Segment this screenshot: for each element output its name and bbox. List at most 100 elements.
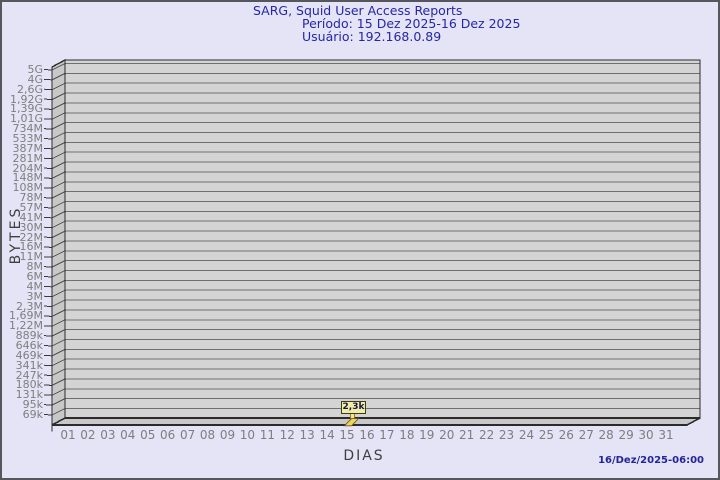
wall-slant-line: [51, 201, 66, 209]
y-tick-label: 2,3M: [16, 299, 43, 313]
y-tick-label: 734M: [12, 122, 44, 136]
y-tick-label: 1,92G: [9, 92, 43, 106]
y-tick-label: 4G: [27, 72, 43, 86]
y-tick-mark: [43, 216, 53, 219]
y-tick-label: 1,01G: [9, 112, 43, 126]
wall-slant-line: [51, 339, 66, 347]
y-tick-label: 57M: [19, 200, 44, 214]
wall-slant-line: [51, 220, 66, 229]
y-tick-label: 204M: [12, 161, 44, 175]
wall-slant-line: [51, 270, 66, 278]
y-tick-label: 1,22M: [9, 319, 43, 333]
y-tick-label: 281M: [12, 151, 44, 165]
x-tick-label: 12: [279, 428, 295, 442]
wall-slant-line: [51, 171, 66, 179]
x-tick-label: 21: [459, 428, 475, 442]
plot-left-wall: [52, 60, 65, 425]
chart-title: SARG, Squid User Access Reports: [253, 3, 463, 18]
y-tick-mark: [43, 315, 53, 317]
y-tick-mark: [43, 413, 53, 416]
x-tick-label: 07: [179, 428, 196, 442]
y-tick-label: 3M: [26, 289, 44, 303]
plot-panel: [65, 60, 700, 418]
y-tick-mark: [43, 128, 53, 130]
wall-slant-line: [51, 72, 66, 81]
wall-slant-line: [51, 279, 66, 288]
y-tick-mark: [43, 404, 53, 406]
x-tick-label: 20: [439, 428, 455, 442]
wall-slant-line: [51, 112, 66, 120]
y-tick-label: 11M: [19, 250, 44, 264]
y-tick-label: 646k: [15, 338, 43, 352]
y-tick-label: 387M: [12, 141, 44, 155]
y-tick-label: 22M: [19, 230, 44, 244]
gridlines: [43, 63, 700, 416]
wall-slant-line: [51, 191, 66, 199]
y-tick-label: 41M: [19, 210, 44, 224]
wall-slant-line: [51, 378, 66, 386]
x-tick-label: 25: [538, 428, 555, 442]
y-tick-label: 78M: [19, 191, 44, 205]
y-tick-mark: [43, 108, 53, 110]
y-tick-label: 8M: [26, 260, 44, 274]
y-tick-label: 5G: [27, 63, 43, 76]
bar-top-face: [343, 418, 360, 427]
y-tick-mark: [43, 177, 53, 179]
y-tick-mark: [43, 256, 53, 258]
y-tick-mark: [43, 167, 53, 170]
x-tick-label: 06: [160, 428, 176, 442]
wall-slant-line: [51, 141, 66, 150]
plot-floor: [52, 418, 700, 425]
x-tick-label: 04: [120, 428, 136, 442]
wall-slant-line: [51, 92, 66, 101]
x-tick-label: 01: [60, 428, 76, 442]
wall-slant-line: [51, 210, 66, 219]
y-tick-mark: [43, 78, 53, 81]
wall-slant-line: [51, 151, 66, 160]
wall-slant-line: [51, 289, 66, 298]
y-tick-label: 69k: [22, 407, 43, 421]
y-tick-mark: [43, 197, 53, 199]
bar-value-label: 2,3k: [341, 401, 366, 414]
y-tick-mark: [43, 384, 53, 386]
y-tick-label: 108M: [12, 181, 44, 195]
x-tick-label: 10: [239, 428, 256, 442]
wall-slant-line: [51, 82, 66, 91]
chart-user: Usuário: 192.168.0.89: [302, 29, 442, 44]
y-tick-label: 30M: [19, 220, 44, 234]
wall-slant-line: [51, 348, 66, 357]
y-tick-label: 6M: [26, 269, 44, 283]
y-tick-label: 2,6G: [16, 82, 43, 96]
wall-slant-line: [51, 398, 66, 406]
wall-slant-line: [51, 63, 66, 71]
x-tick-label: 18: [399, 428, 415, 442]
wall-slant-line: [51, 240, 66, 248]
wall-slant-line: [51, 358, 66, 367]
y-tick-mark: [43, 206, 53, 209]
y-tick-label: 180k: [15, 378, 43, 392]
x-tick-label: 15: [339, 428, 355, 442]
y-tick-mark: [43, 98, 53, 101]
y-tick-label: 247k: [15, 368, 43, 382]
x-tick-label: 11: [259, 428, 275, 442]
y-tick-label: 889k: [15, 329, 43, 343]
x-tick-label: 24: [518, 428, 535, 442]
y-tick-mark: [43, 246, 53, 248]
y-tick-mark: [43, 147, 53, 150]
x-tick-label: 02: [80, 428, 96, 442]
y-tick-label: 341k: [15, 358, 43, 372]
generated-timestamp: 16/Dez/2025-06:00: [598, 455, 704, 466]
y-tick-mark: [43, 364, 53, 367]
x-tick-label: 23: [498, 428, 515, 442]
wall-slant-line: [51, 122, 66, 130]
x-tick-label: 08: [199, 428, 216, 442]
y-tick-mark: [43, 187, 53, 189]
y-tick-mark: [43, 354, 53, 357]
y-tick-label: 469k: [15, 348, 43, 362]
floor-outline: [51, 417, 701, 426]
wall-slant-line: [51, 230, 66, 239]
y-tick-mark: [43, 394, 53, 396]
wall-slant-line: [51, 132, 66, 140]
x-tick-label: 03: [100, 428, 116, 442]
x-tick-label: 29: [618, 428, 634, 442]
